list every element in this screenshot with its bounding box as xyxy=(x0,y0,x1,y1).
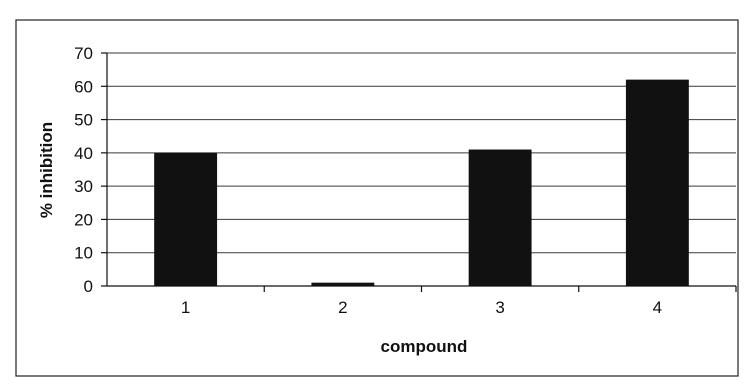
bar-compound-2 xyxy=(311,282,375,286)
y-tick-label: 70 xyxy=(74,44,93,63)
bar-compound-4 xyxy=(625,79,689,286)
x-axis-title: compound xyxy=(381,337,468,356)
chart-border xyxy=(15,19,739,377)
y-tick-label: 40 xyxy=(74,144,93,163)
x-tick-labels: 1 2 3 4 xyxy=(181,286,737,317)
bar-compound-3 xyxy=(468,149,532,286)
y-tick-label: 60 xyxy=(74,77,93,96)
y-tick-labels: 0 10 20 30 40 50 60 70 xyxy=(74,44,107,296)
bars xyxy=(154,79,689,286)
y-tick-label: 30 xyxy=(74,177,93,196)
x-tick-label: 4 xyxy=(653,298,662,317)
y-tick-label: 10 xyxy=(74,244,93,263)
y-axis-title: % inhibition xyxy=(37,122,56,218)
y-tick-label: 50 xyxy=(74,111,93,130)
y-tick-label: 20 xyxy=(74,210,93,229)
x-tick-label: 1 xyxy=(181,298,190,317)
y-tick-label: 0 xyxy=(84,277,93,296)
bar-compound-1 xyxy=(154,152,218,286)
x-tick-label: 3 xyxy=(495,298,504,317)
x-tick-label: 2 xyxy=(338,298,347,317)
